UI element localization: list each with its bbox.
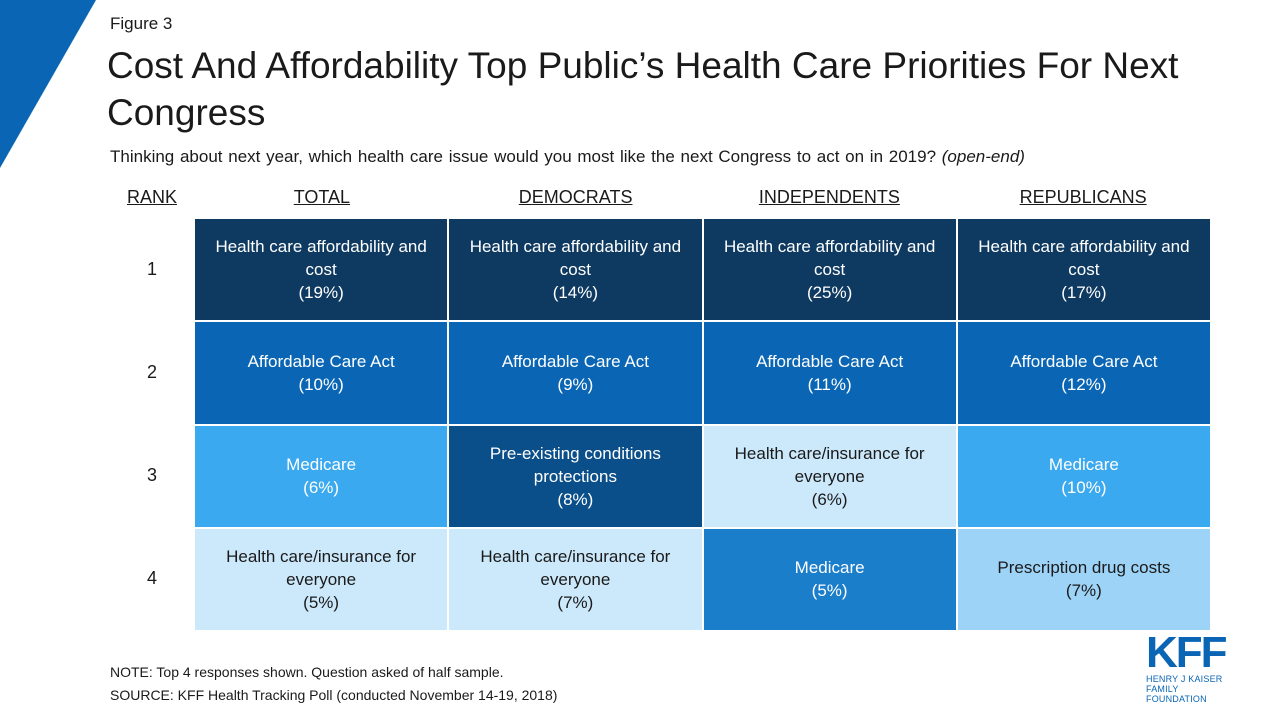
percent-label: (14%) <box>552 283 599 303</box>
percent-label: (7%) <box>1065 581 1102 601</box>
priority-table: Health care affordability and cost (19%) H… <box>195 219 1210 630</box>
figure-label: Figure 3 <box>110 14 173 33</box>
rank-number: 2 <box>146 362 157 383</box>
table-cell: Medicare (6%) <box>195 425 448 527</box>
table-cell: Affordable Care Act (10%) <box>195 322 448 424</box>
table-cell: Affordable Care Act (11%) <box>703 322 956 424</box>
percent-label: (11%) <box>807 374 852 394</box>
column-header-democrats: DEMOCRATS <box>518 187 633 207</box>
issue-label: Medicare <box>1048 455 1119 475</box>
rank-number: 4 <box>146 567 157 588</box>
issue-label: Health care/insurance for everyone <box>734 443 925 486</box>
issue-label: Health care affordability and cost <box>723 237 936 280</box>
table-cell: Affordable Care Act (12%) <box>957 322 1210 424</box>
table-cell: Medicare (5%) <box>703 528 956 630</box>
table-cell: Pre-existing conditions protections (8%) <box>449 425 702 527</box>
percent-label: (7%) <box>557 592 594 612</box>
table-cell: Health care/insurance for everyone (5%) <box>195 528 448 630</box>
issue-label: Health care/insurance for everyone <box>226 546 417 589</box>
percent-label: (25%) <box>806 283 853 303</box>
percent-label: (5%) <box>811 581 848 601</box>
issue-label: Affordable Care Act <box>501 351 649 371</box>
rank-header: RANK <box>126 187 177 207</box>
percent-label: (12%) <box>1061 374 1107 394</box>
table-cell: Health care/insurance for everyone (6%) <box>703 425 956 527</box>
column-header-independents: INDEPENDENTS <box>758 187 900 207</box>
table-cell: Medicare (10%) <box>957 425 1210 527</box>
logo-line-1: HENRY J KAISER <box>1146 674 1223 684</box>
table-cell: Health care affordability and cost (25%) <box>703 219 956 321</box>
logo-line-2: FAMILY FOUNDATION <box>1146 684 1207 704</box>
chart-title: Cost And Affordability Top Public’s Heal… <box>107 45 1179 133</box>
issue-label: Medicare <box>794 558 865 578</box>
issue-label: Affordable Care Act <box>756 351 904 371</box>
issue-label: Pre-existing conditions protections <box>489 443 661 486</box>
table-cell: Affordable Care Act (9%) <box>449 322 702 424</box>
footnote: NOTE: Top 4 responses shown. Question as… <box>110 664 504 680</box>
issue-label: Health care affordability and cost <box>469 237 682 280</box>
source-note: SOURCE: KFF Health Tracking Poll (conduc… <box>110 687 558 703</box>
issue-label: Affordable Care Act <box>247 351 395 371</box>
column-header-republicans: REPUBLICANS <box>1019 187 1147 207</box>
percent-label: (8%) <box>557 489 594 509</box>
chart-subtitle: Thinking about next year, which health c… <box>110 147 1235 167</box>
percent-label: (5%) <box>303 592 340 612</box>
percent-label: (6%) <box>811 489 848 509</box>
table-cell: Health care/insurance for everyone (7%) <box>449 528 702 630</box>
subtitle-note: (open-end) <box>941 147 1025 166</box>
corner-decoration <box>0 0 96 168</box>
column-header-total: TOTAL <box>293 187 351 207</box>
subtitle-question: Thinking about next year, which health c… <box>110 147 937 166</box>
percent-label: (6%) <box>303 478 340 498</box>
issue-label: Health care affordability and cost <box>215 237 427 280</box>
percent-label: (10%) <box>298 374 344 394</box>
percent-label: (17%) <box>1061 283 1107 303</box>
percent-label: (9%) <box>557 374 594 394</box>
percent-label: (10%) <box>1061 478 1107 498</box>
table-cell: Health care affordability and cost (17%) <box>957 219 1210 321</box>
issue-label: Health care affordability and cost <box>978 237 1190 280</box>
issue-label: Prescription drug costs <box>997 558 1171 578</box>
logo-mark: KFF <box>1146 628 1228 677</box>
kff-logo: KFF HENRY J KAISER FAMILY FOUNDATION <box>1146 628 1236 705</box>
issue-label: Affordable Care Act <box>1010 351 1158 371</box>
table-cell: Health care affordability and cost (19%) <box>195 219 448 321</box>
issue-label: Medicare <box>286 455 357 475</box>
table-cell: Health care affordability and cost (14%) <box>449 219 702 321</box>
issue-label: Health care/insurance for everyone <box>480 546 671 589</box>
rank-number: 1 <box>146 259 157 280</box>
percent-label: (19%) <box>298 283 344 303</box>
rank-number: 3 <box>146 464 157 485</box>
table-cell: Prescription drug costs (7%) <box>957 528 1210 630</box>
